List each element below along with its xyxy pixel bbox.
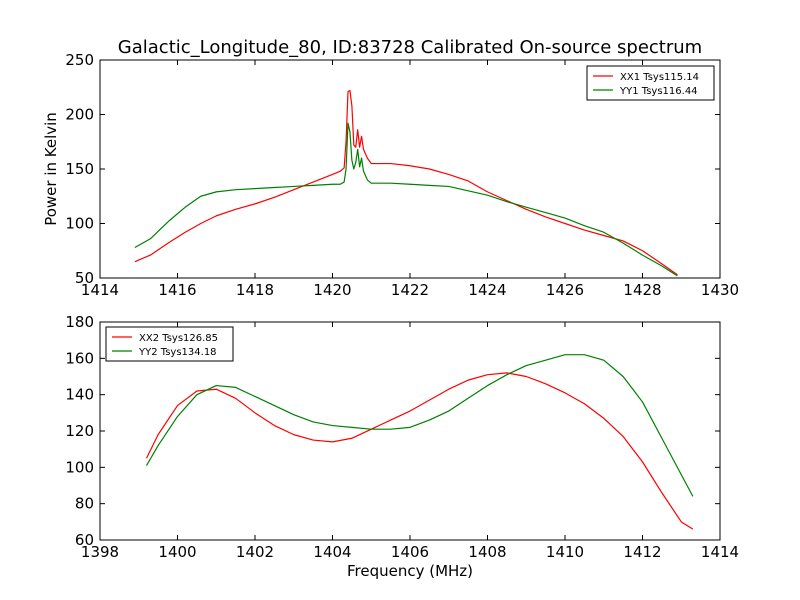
x-tick-label: 1404: [313, 543, 351, 561]
x-tick-label: 1416: [158, 281, 196, 299]
x-tick-label: 1398: [81, 543, 119, 561]
x-tick-label: 1424: [468, 281, 506, 299]
x-tick-label: 1412: [623, 543, 661, 561]
series-line-1: [134, 89, 678, 276]
plots-group: 1414 1416 1418 1420 1422 1424 1426 1428 1430 50 10…: [42, 51, 739, 580]
y-tick-label: 180: [65, 313, 94, 331]
x-tick-label: 1400: [158, 543, 196, 561]
y-tick-label: 160: [65, 349, 94, 367]
series-line-1: [145, 372, 694, 530]
series-line-2: [145, 354, 694, 497]
series-line-2: [134, 122, 678, 277]
legend-box: [586, 65, 715, 101]
x-tick-label: 1408: [468, 543, 506, 561]
x-tick-label: 1414: [701, 543, 739, 561]
y-tick-label: 140: [65, 386, 94, 404]
chart-2: 1398 1400 1402 1404 1406 1408 1410 1412 1414 60 80…: [65, 313, 739, 580]
y-tick-label: 250: [65, 51, 94, 69]
legend: XX1 Tsys115.14 YY1 Tsys116.44: [586, 65, 715, 101]
x-tick-label: 1422: [391, 281, 429, 299]
y-tick-label: 100: [65, 215, 94, 233]
x-tick-label: 1414: [81, 281, 119, 299]
y-tick-label: 120: [65, 422, 94, 440]
y-tick-label: 80: [75, 495, 94, 513]
legend-label: YY1 Tsys116.44: [619, 86, 698, 97]
x-tick-label: 1430: [701, 281, 739, 299]
x-tick-label: 1428: [623, 281, 661, 299]
x-tick-label: 1426: [546, 281, 584, 299]
figure-title: Galactic_Longitude_80, ID:83728 Calibrat…: [118, 37, 702, 58]
legend-label: XX2 Tsys126.85: [139, 333, 218, 344]
y-tick-label: 60: [75, 531, 94, 549]
legend-box: [105, 326, 234, 362]
x-tick-label: 1406: [391, 543, 429, 561]
y-tick-label: 100: [65, 458, 94, 476]
y-tick-label: 200: [65, 106, 94, 124]
legend: XX2 Tsys126.85 YY2 Tsys134.18: [105, 326, 234, 362]
x-tick-label: 1418: [236, 281, 274, 299]
legend-label: YY2 Tsys134.18: [138, 347, 217, 358]
x-tick-label: 1420: [313, 281, 351, 299]
x-tick-label: 1410: [546, 543, 584, 561]
x-axis-label: Frequency (MHz): [347, 562, 473, 580]
y-tick-label: 50: [75, 269, 94, 287]
legend-label: XX1 Tsys115.14: [620, 72, 699, 83]
y-tick-label: 150: [65, 160, 94, 178]
y-axis-label: Power in Kelvin: [42, 112, 60, 226]
x-tick-label: 1402: [236, 543, 274, 561]
chart-1: 1414 1416 1418 1420 1422 1424 1426 1428 1430 50 10…: [42, 51, 739, 299]
